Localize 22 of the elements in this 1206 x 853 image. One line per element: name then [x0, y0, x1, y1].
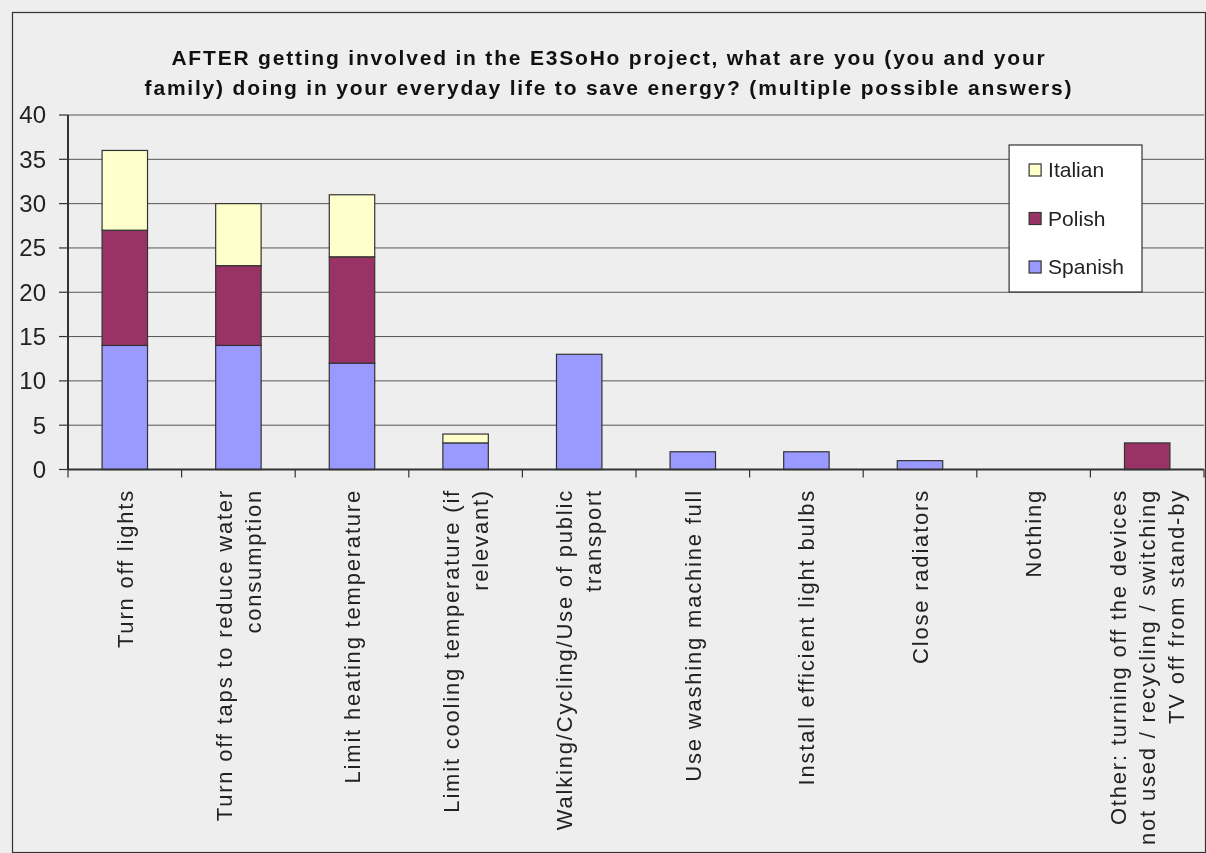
x-tick-label: Nothing [1021, 489, 1047, 578]
x-tick-label: Turn off taps to reduce water consumption [211, 489, 266, 822]
x-tick-label: Install efficient light bulbs [794, 489, 820, 786]
y-tick-label: 10 [19, 367, 46, 395]
x-tick-label: Turn off lights [112, 489, 138, 649]
x-tick-label: Limit heating temperature [339, 489, 365, 784]
x-tick-label: Use washing machine full [680, 489, 706, 782]
y-tick-label: 40 [19, 101, 46, 129]
x-tick-label: Close radiators [907, 489, 933, 664]
legend-label: Polish [1048, 206, 1106, 230]
x-tick-label: Other: turning off the devices not used / recycling / switching TV off from stand-by [1105, 489, 1189, 845]
y-tick-label: 0 [32, 455, 46, 483]
y-tick-label: 35 [19, 145, 46, 173]
legend-label: Italian [1048, 158, 1105, 182]
legend-label: Spanish [1048, 255, 1124, 279]
y-tick-label: 30 [19, 190, 46, 218]
y-tick-label: 20 [19, 278, 46, 306]
x-tick-label: Limit cooling temperature (if relevant) [438, 489, 493, 813]
y-tick-label: 15 [19, 322, 46, 350]
chart-title: AFTER getting involved in the E3SoHo project, what are you (you and your family) doing in your everyday life to save energy? (multiple possible answers) [144, 46, 1074, 99]
y-tick-label: 25 [19, 234, 46, 262]
y-tick-label: 5 [32, 411, 46, 439]
